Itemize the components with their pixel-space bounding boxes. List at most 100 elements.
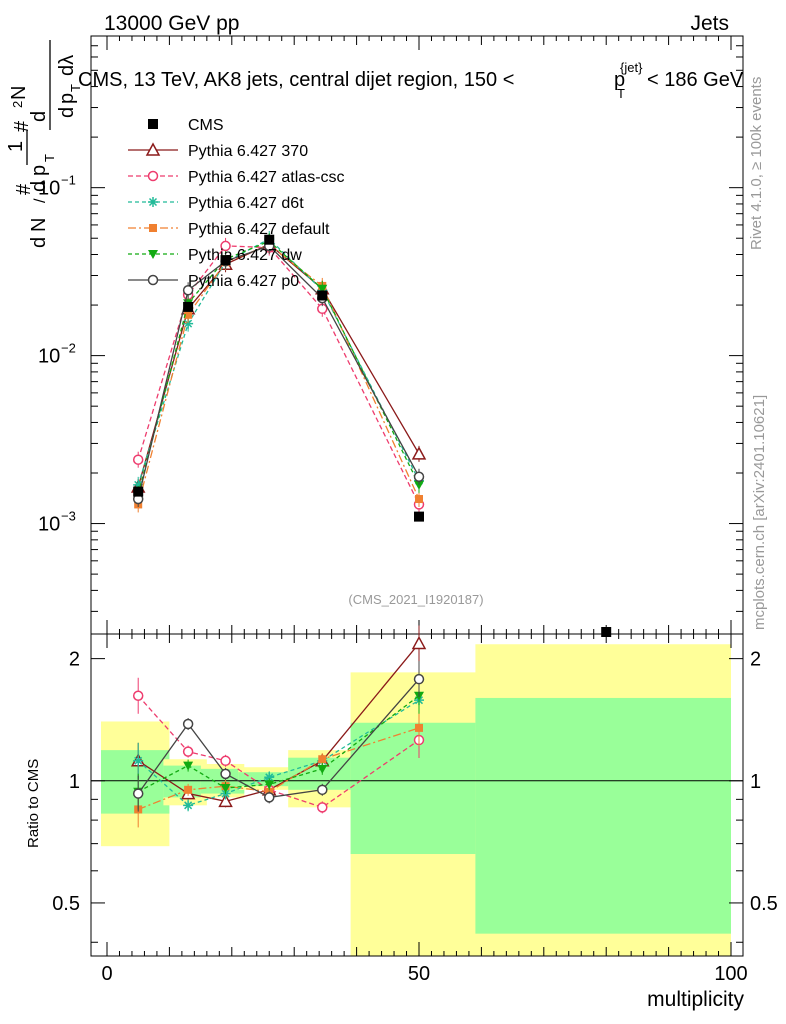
ratio-point [318,755,327,764]
header-left: 13000 GeV pp [104,12,239,35]
legend-label: Pythia 6.427 dw [188,247,302,264]
cms-data-point [601,627,612,637]
mcplots-label: mcplots.cern.ch [arXiv:2401.10621] [751,395,768,630]
legend-marker-cms [148,119,158,129]
ratio-point [415,723,423,732]
cms-data-points [133,234,612,637]
legend-marker [148,250,158,259]
ratio-point [413,673,425,685]
ratio-point [411,635,427,650]
ratio-point [133,755,144,766]
ylabel-den-p: p [56,93,78,104]
ratio-point [263,792,275,803]
legend-label: Pythia 6.427 default [188,221,330,238]
title-p: p [614,69,625,91]
cms-data-point [133,486,144,497]
x-tick-label: 0 [101,963,112,985]
legend-label: Pythia 6.427 atlas-csc [188,169,345,186]
ylabel-den-lambda: dλ [56,55,78,76]
header-right: Jets [690,12,729,35]
series-point [133,479,144,490]
ylabel-den-d: d [56,107,78,118]
series-line [137,238,420,486]
ylabel-num-sup: 2 [10,101,25,108]
ylabel-dp-T: T [42,154,57,162]
ratio-point [317,784,328,796]
ratio-point [317,802,328,813]
x-axis-label: multiplicity [647,988,744,1011]
series-point [183,318,194,329]
cms-data-point [220,255,231,266]
ratio-y-tick-label-left: 1 [69,771,80,793]
ratio-point [220,783,231,793]
legend-marker [149,224,157,232]
ratio-plot-frame [90,633,744,957]
ratio-series-5 [132,661,425,812]
title-sup: {jet} [620,60,643,75]
ratio-point [218,793,233,808]
ratio-series-line [137,695,420,809]
series-point [415,495,423,504]
series-point [184,310,193,319]
cms-data-point [414,511,424,522]
series-point [414,480,424,490]
ylabel-dN-d: d [28,237,50,248]
ratio-y-tick-label-left: 2 [69,649,80,671]
cms-data-point [264,234,275,245]
y-tick-label-main: 10 [38,514,60,536]
ratio-series-layer [130,625,427,828]
ratio-point [184,785,193,794]
legend-marker [145,142,161,156]
axis-ticks [91,35,743,956]
main-series-layer [130,230,612,637]
band-green-6 [475,697,731,934]
series-point [317,284,328,294]
x-tick-label: 50 [408,963,430,985]
series-2 [133,230,424,493]
y-tick-label-main: 10 [38,346,60,368]
ratio-point [182,718,194,730]
ylabel-one: 1 [5,141,27,152]
legend-label: Pythia 6.427 p0 [188,273,299,290]
ratio-point [220,755,231,767]
legend: CMS Pythia 6.427 370 Pythia 6.427 atlas-cs… [128,117,345,290]
ratio-y-tick-label-right: 2 [750,649,761,671]
ylabel-dN-N: N [28,218,50,232]
plot-title: CMS, 13 TeV, AK8 jets, central dijet reg… [78,60,744,101]
series-line [137,245,420,500]
legend-marker [147,170,159,182]
ylabel-num-N: N [8,86,30,100]
series-point [220,240,231,252]
ratio-point [183,800,194,811]
ylabel-dp-d: d [28,181,50,192]
ratio-uncertainty-bands [91,644,743,956]
ratio-series-line [137,643,420,802]
ylabel-hash: # [13,183,35,195]
ratio-point [182,746,194,757]
cms-data-point [183,301,194,312]
y-tick-label-main-exp: −1 [61,173,76,188]
band-green-3 [238,772,295,787]
ylabel-dp-p: p [28,165,50,176]
series-line [137,245,420,505]
ratio-point [264,772,275,783]
series-point [411,446,427,460]
legend-label: Pythia 6.427 370 [188,143,308,160]
ratio-point [264,780,275,790]
legend-marker [148,197,158,207]
ratio-point [183,761,194,771]
y-tick-label-main-exp: −2 [61,341,76,356]
y-tick-label-main-exp: −3 [61,509,76,524]
cms-data-point [317,290,328,301]
ratio-series-line [137,678,420,799]
title-suffix: < 186 GeV [647,69,744,91]
ratio-y-tick-label-right: 1 [750,771,761,793]
ylabel-den-T: T [68,84,83,92]
ylabel-num-d: d [28,111,50,122]
x-tick-label: 100 [714,963,747,985]
analysis-id: (CMS_2021_I1920187) [348,592,483,607]
ratio-y-axis-label: Ratio to CMS [25,759,42,848]
series-line [137,240,420,495]
